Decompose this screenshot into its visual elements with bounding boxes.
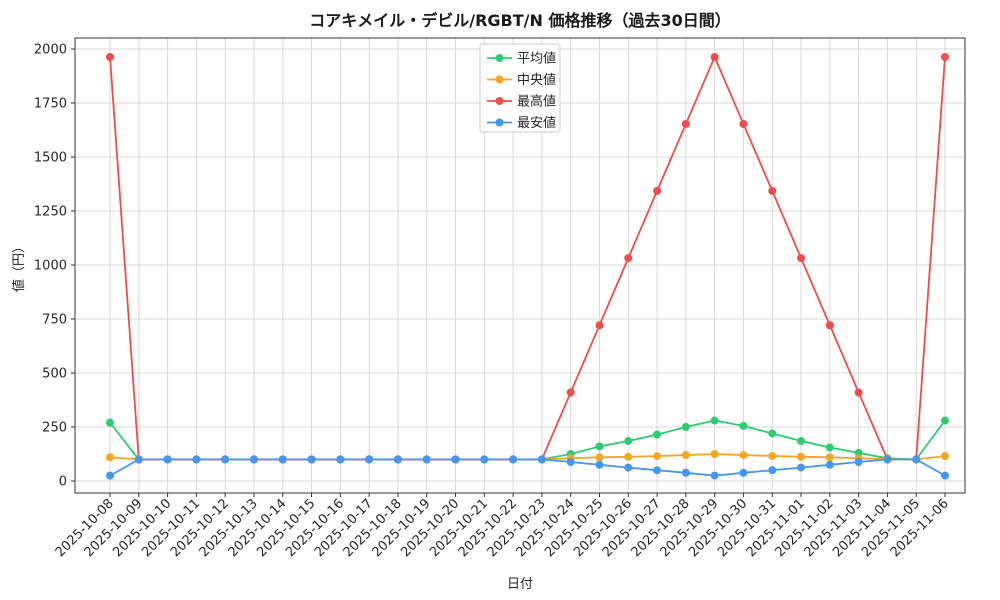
data-point <box>681 119 690 128</box>
data-point <box>106 453 114 462</box>
data-point <box>797 254 806 263</box>
legend-label: 最高値 <box>517 94 556 110</box>
data-point <box>106 418 114 427</box>
legend-marker <box>495 118 504 127</box>
data-point <box>393 455 402 464</box>
legend-marker <box>495 97 504 105</box>
data-point <box>653 452 662 461</box>
data-point <box>307 455 316 464</box>
data-point <box>797 463 806 472</box>
data-point <box>163 455 172 464</box>
data-point <box>653 466 662 475</box>
data-point <box>710 416 719 425</box>
data-point <box>768 451 777 460</box>
y-tick-label: 250 <box>42 421 67 436</box>
data-point <box>595 460 604 469</box>
legend-label: 最安値 <box>517 115 556 131</box>
data-point <box>941 452 949 461</box>
y-tick-label: 1000 <box>34 259 67 274</box>
data-point <box>739 421 748 430</box>
data-point <box>192 455 201 464</box>
data-point <box>221 455 230 464</box>
y-tick-label: 750 <box>42 313 67 328</box>
data-point <box>768 466 777 475</box>
data-point <box>653 186 662 195</box>
data-point <box>422 455 431 464</box>
data-point <box>854 388 863 397</box>
data-point <box>134 455 143 464</box>
data-point <box>710 450 719 458</box>
data-point <box>797 452 806 461</box>
y-tick-labels: 0 250 500 750 1000 1250 1500 1750 2000 <box>34 43 67 490</box>
data-point <box>624 463 633 472</box>
data-point <box>941 52 949 61</box>
data-point <box>595 453 604 462</box>
legend-label: 平均値 <box>517 51 556 67</box>
data-point <box>595 442 604 451</box>
legend-marker <box>495 54 504 62</box>
tick-marks <box>71 48 946 497</box>
data-point <box>624 254 633 263</box>
data-point <box>797 437 806 446</box>
y-tick-label: 1750 <box>34 97 67 112</box>
data-point <box>941 471 949 480</box>
data-point <box>825 453 834 462</box>
data-point <box>566 457 575 466</box>
data-point <box>681 423 690 431</box>
data-point <box>451 455 460 464</box>
data-point <box>336 455 345 464</box>
data-point <box>624 437 633 446</box>
data-point <box>653 430 662 439</box>
data-point <box>825 321 834 330</box>
series-3 <box>106 455 949 480</box>
legend-box <box>479 43 561 133</box>
data-point <box>106 52 114 61</box>
data-point <box>595 321 604 330</box>
data-point <box>739 451 748 460</box>
x-tick-labels: 2025-10-082025-10-092025-10-102025-10-11… <box>53 496 952 560</box>
data-point <box>768 186 777 195</box>
x-axis-label: 日付 <box>507 577 533 592</box>
series-line-3 <box>109 458 946 477</box>
data-point <box>825 443 834 452</box>
data-point <box>480 455 489 464</box>
data-point <box>854 457 863 466</box>
series-line-0 <box>109 419 946 461</box>
data-point <box>883 455 892 464</box>
data-point <box>509 455 518 464</box>
y-tick-label: 1500 <box>34 151 67 166</box>
y-tick-label: 0 <box>59 475 67 490</box>
data-point <box>739 119 748 128</box>
legend-label: 中央値 <box>517 72 556 88</box>
data-point <box>825 460 834 469</box>
data-point <box>249 455 258 464</box>
data-point <box>739 468 748 477</box>
legend-marker <box>495 75 504 84</box>
data-point <box>710 471 719 480</box>
data-point <box>681 468 690 477</box>
data-point <box>681 451 690 460</box>
chart-title: コアキメイル・デビル/RGBT/N 価格推移（過去30日間） <box>309 11 730 30</box>
y-tick-label: 500 <box>42 367 67 382</box>
data-point <box>106 471 114 480</box>
data-point <box>566 388 575 397</box>
data-point <box>912 455 921 464</box>
data-point <box>768 429 777 438</box>
y-tick-label: 1250 <box>34 205 67 220</box>
data-point <box>537 455 546 464</box>
y-tick-label: 2000 <box>34 43 67 58</box>
data-point <box>365 455 374 464</box>
data-point <box>278 455 287 464</box>
data-point <box>710 52 719 61</box>
y-axis-label: 値（円） <box>11 240 27 292</box>
data-point <box>624 452 633 461</box>
series-1 <box>106 450 949 464</box>
data-point <box>941 416 949 425</box>
